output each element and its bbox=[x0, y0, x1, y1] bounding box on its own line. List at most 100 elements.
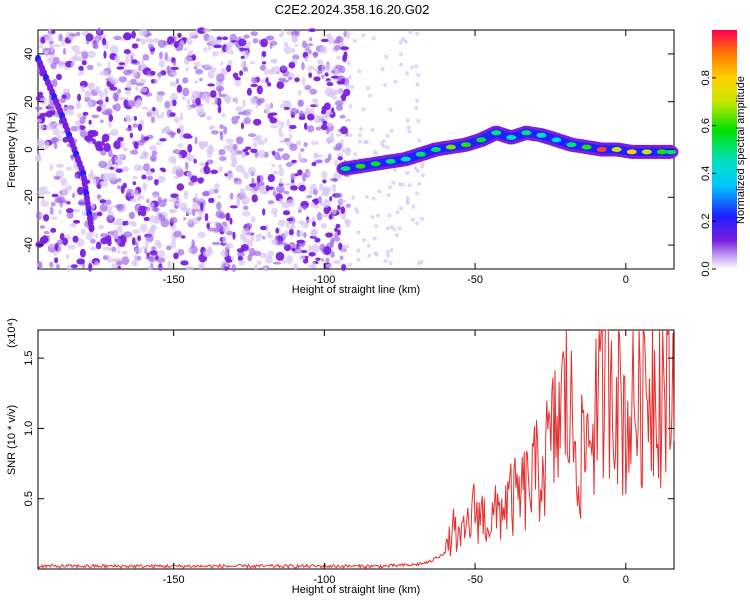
noise-point bbox=[243, 172, 249, 180]
noise-point bbox=[224, 173, 228, 177]
noise-point bbox=[211, 51, 219, 57]
signal-point bbox=[370, 161, 381, 167]
noise-point bbox=[322, 120, 328, 126]
noise-point bbox=[236, 115, 241, 120]
noise-point bbox=[157, 266, 164, 270]
noise-point bbox=[250, 233, 255, 242]
noise-point bbox=[188, 32, 198, 37]
noise-point bbox=[47, 29, 52, 37]
noise-point bbox=[156, 242, 163, 249]
noise-point bbox=[157, 175, 166, 183]
noise-point bbox=[194, 192, 198, 202]
noise-point bbox=[180, 235, 186, 239]
noise-point bbox=[314, 154, 324, 158]
noise-point bbox=[232, 72, 239, 79]
noise-point bbox=[326, 122, 334, 127]
noise-point bbox=[150, 51, 155, 55]
spectrogram-x-tick-label: -100 bbox=[313, 274, 335, 286]
noise-point bbox=[150, 224, 157, 231]
noise-point bbox=[415, 191, 420, 196]
noise-point bbox=[58, 60, 65, 69]
noise-point bbox=[208, 197, 215, 204]
noise-point bbox=[335, 223, 341, 229]
signal-point bbox=[666, 149, 676, 155]
noise-point bbox=[405, 171, 410, 175]
noise-point bbox=[238, 47, 248, 51]
noise-point bbox=[79, 248, 86, 258]
noise-point bbox=[62, 237, 68, 246]
noise-point bbox=[154, 216, 160, 224]
noise-point bbox=[36, 118, 42, 123]
noise-point bbox=[67, 244, 76, 250]
noise-point bbox=[334, 159, 339, 168]
noise-point bbox=[317, 65, 323, 69]
noise-point bbox=[65, 253, 70, 260]
noise-point bbox=[414, 106, 419, 111]
noise-point bbox=[173, 40, 179, 49]
noise-point bbox=[156, 94, 164, 103]
noise-point bbox=[291, 221, 295, 230]
noise-point bbox=[381, 144, 386, 149]
noise-point bbox=[251, 76, 258, 84]
noise-point bbox=[368, 93, 373, 98]
noise-point bbox=[272, 65, 281, 75]
noise-point bbox=[419, 260, 424, 264]
noise-point bbox=[133, 254, 138, 262]
noise-point bbox=[56, 73, 62, 81]
noise-point bbox=[197, 177, 204, 184]
noise-point bbox=[336, 80, 345, 85]
noise-point bbox=[244, 230, 253, 236]
noise-point bbox=[247, 240, 254, 247]
noise-point bbox=[47, 102, 56, 110]
noise-point bbox=[342, 54, 347, 62]
noise-point bbox=[207, 45, 212, 51]
noise-point bbox=[191, 239, 195, 249]
noise-point bbox=[56, 196, 66, 203]
noise-point bbox=[320, 214, 329, 218]
noise-point bbox=[287, 76, 293, 81]
noise-point bbox=[244, 146, 252, 150]
noise-point bbox=[130, 220, 136, 225]
noise-point bbox=[269, 117, 277, 124]
noise-point bbox=[320, 124, 328, 131]
noise-point bbox=[420, 164, 424, 169]
noise-point bbox=[291, 47, 296, 54]
noise-point bbox=[102, 255, 109, 261]
noise-point bbox=[329, 195, 333, 202]
noise-point bbox=[299, 255, 306, 261]
noise-point bbox=[204, 213, 209, 222]
noise-point bbox=[339, 199, 347, 204]
noise-point bbox=[377, 189, 382, 194]
noise-point bbox=[294, 77, 300, 83]
noise-point bbox=[52, 56, 60, 64]
noise-point bbox=[38, 91, 44, 97]
noise-point bbox=[91, 202, 96, 210]
noise-point bbox=[279, 103, 286, 109]
noise-point bbox=[362, 238, 366, 243]
noise-point bbox=[352, 38, 357, 43]
noise-point bbox=[289, 124, 297, 130]
noise-point bbox=[150, 79, 155, 84]
noise-point bbox=[322, 200, 331, 208]
noise-point bbox=[208, 188, 214, 195]
noise-point bbox=[168, 99, 173, 108]
noise-point bbox=[344, 118, 352, 123]
noise-point bbox=[401, 37, 406, 41]
noise-point bbox=[296, 249, 302, 253]
noise-point bbox=[138, 156, 144, 160]
noise-point bbox=[162, 127, 171, 134]
noise-point bbox=[291, 159, 297, 163]
noise-point bbox=[187, 50, 194, 57]
noise-point bbox=[158, 59, 165, 68]
signal-point bbox=[536, 132, 547, 138]
noise-point bbox=[92, 40, 98, 49]
noise-point bbox=[343, 30, 347, 37]
noise-point bbox=[304, 122, 308, 130]
noise-point bbox=[142, 54, 150, 61]
noise-point bbox=[70, 154, 74, 161]
noise-point bbox=[75, 31, 81, 36]
noise-point bbox=[115, 168, 123, 173]
noise-point bbox=[220, 249, 229, 258]
noise-point bbox=[86, 64, 94, 70]
noise-point bbox=[239, 70, 244, 76]
